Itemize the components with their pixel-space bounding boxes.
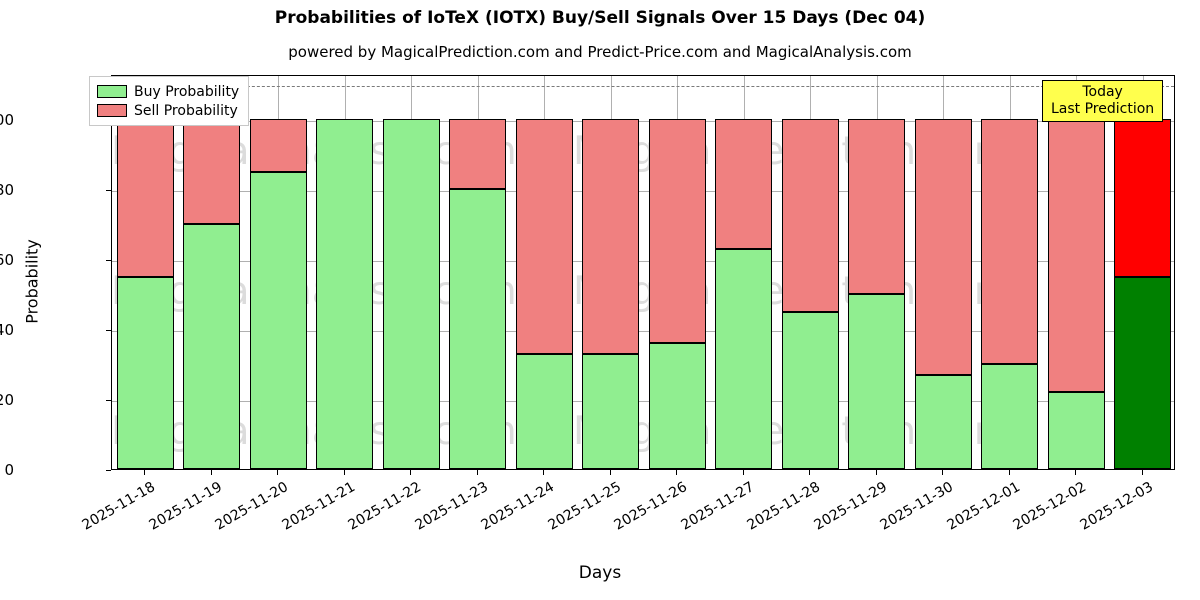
bar-segment-buy[interactable] <box>781 311 839 469</box>
y-tick-mark <box>106 190 111 192</box>
x-tick-mark <box>210 470 212 475</box>
bar-group[interactable] <box>648 74 706 469</box>
y-tick-mark <box>106 260 111 262</box>
bar-segment-buy[interactable] <box>848 294 906 469</box>
bar-segment-buy[interactable] <box>648 343 706 469</box>
bar-group[interactable] <box>449 74 507 469</box>
gridline <box>112 261 1174 263</box>
x-tick-mark <box>543 470 545 475</box>
x-tick-mark <box>343 470 345 475</box>
bar-group[interactable] <box>715 74 773 469</box>
bar-group[interactable] <box>1114 74 1172 469</box>
bar-segment-sell[interactable] <box>183 119 241 225</box>
bar-segment-buy[interactable] <box>981 364 1039 469</box>
plot-area: MagicalAnalysis.comMagicalPrediction.com… <box>111 75 1175 470</box>
bar-group[interactable] <box>515 74 573 469</box>
chart-legend: Buy Probability Sell Probability <box>89 76 250 126</box>
y-tick-label: 100 <box>0 111 14 130</box>
x-tick-mark <box>476 470 478 475</box>
bar-segment-sell[interactable] <box>848 119 906 295</box>
bar-segment-sell[interactable] <box>249 119 307 172</box>
bar-group[interactable] <box>914 74 972 469</box>
y-axis-label: Probability <box>22 239 42 324</box>
bar-segment-sell[interactable] <box>1114 119 1172 277</box>
x-tick-mark <box>875 470 877 475</box>
y-tick-mark <box>106 400 111 402</box>
bar-segment-sell[interactable] <box>981 119 1039 365</box>
bar-segment-sell[interactable] <box>449 119 507 190</box>
bar-group[interactable] <box>116 74 174 469</box>
bar-segment-sell[interactable] <box>515 119 573 354</box>
x-axis-label: Days <box>578 563 622 583</box>
y-tick-mark <box>106 330 111 332</box>
x-tick-mark <box>1141 470 1143 475</box>
gridline <box>112 191 1174 193</box>
bar-segment-buy[interactable] <box>116 276 174 469</box>
x-tick-mark <box>1075 470 1077 475</box>
gridline <box>112 121 1174 123</box>
y-tick-label: 40 <box>0 321 14 340</box>
bar-segment-sell[interactable] <box>116 119 174 277</box>
y-tick-label: 60 <box>0 251 14 270</box>
today-annotation: Today Last Prediction <box>1042 80 1164 122</box>
y-tick-label: 0 <box>4 461 14 479</box>
x-tick-mark <box>676 470 678 475</box>
x-tick-mark <box>742 470 744 475</box>
bar-segment-buy[interactable] <box>914 374 972 469</box>
legend-item-buy: Buy Probability <box>97 82 239 101</box>
x-tick-mark <box>144 470 146 475</box>
legend-label-sell: Sell Probability <box>134 102 238 119</box>
x-tick-mark <box>1008 470 1010 475</box>
legend-item-sell: Sell Probability <box>97 101 239 120</box>
bar-segment-buy[interactable] <box>183 224 241 469</box>
y-tick-label: 80 <box>0 181 14 200</box>
bar-segment-buy[interactable] <box>316 119 374 469</box>
bar-segment-sell[interactable] <box>648 119 706 344</box>
bar-segment-buy[interactable] <box>1047 392 1105 469</box>
bar-group[interactable] <box>183 74 241 469</box>
bar-group[interactable] <box>316 74 374 469</box>
x-tick-mark <box>942 470 944 475</box>
gridline <box>112 331 1174 333</box>
bar-series-layer <box>112 76 1174 469</box>
bar-segment-sell[interactable] <box>781 119 839 312</box>
x-tick-mark <box>410 470 412 475</box>
bar-segment-buy[interactable] <box>582 353 640 469</box>
legend-swatch-buy-icon <box>97 85 127 98</box>
x-tick-mark <box>809 470 811 475</box>
bar-group[interactable] <box>781 74 839 469</box>
y-tick-mark <box>106 470 111 471</box>
bar-segment-buy[interactable] <box>449 189 507 469</box>
bar-segment-sell[interactable] <box>914 119 972 375</box>
bar-segment-buy[interactable] <box>249 171 307 469</box>
bar-group[interactable] <box>848 74 906 469</box>
bar-group[interactable] <box>1047 74 1105 469</box>
bar-segment-sell[interactable] <box>1047 119 1105 393</box>
bar-segment-sell[interactable] <box>582 119 640 354</box>
page-title: Probabilities of IoTeX (IOTX) Buy/Sell S… <box>274 8 926 28</box>
bar-segment-buy[interactable] <box>715 248 773 469</box>
bar-group[interactable] <box>249 74 307 469</box>
gridline <box>112 401 1174 403</box>
legend-swatch-sell-icon <box>97 104 127 117</box>
bar-group[interactable] <box>382 74 440 469</box>
x-tick-mark <box>609 470 611 475</box>
bar-segment-buy[interactable] <box>515 353 573 469</box>
y-tick-label: 20 <box>0 391 14 410</box>
reference-line <box>112 86 1174 88</box>
today-annotation-line1: Today <box>1082 84 1123 100</box>
bar-group[interactable] <box>981 74 1039 469</box>
x-tick-mark <box>277 470 279 475</box>
bar-segment-buy[interactable] <box>382 119 440 469</box>
today-annotation-line2: Last Prediction <box>1051 101 1155 117</box>
bar-group[interactable] <box>582 74 640 469</box>
legend-label-buy: Buy Probability <box>134 83 240 100</box>
bar-segment-buy[interactable] <box>1114 276 1172 469</box>
bar-segment-sell[interactable] <box>715 119 773 249</box>
chart-subtitle: powered by MagicalPrediction.com and Pre… <box>288 43 912 61</box>
